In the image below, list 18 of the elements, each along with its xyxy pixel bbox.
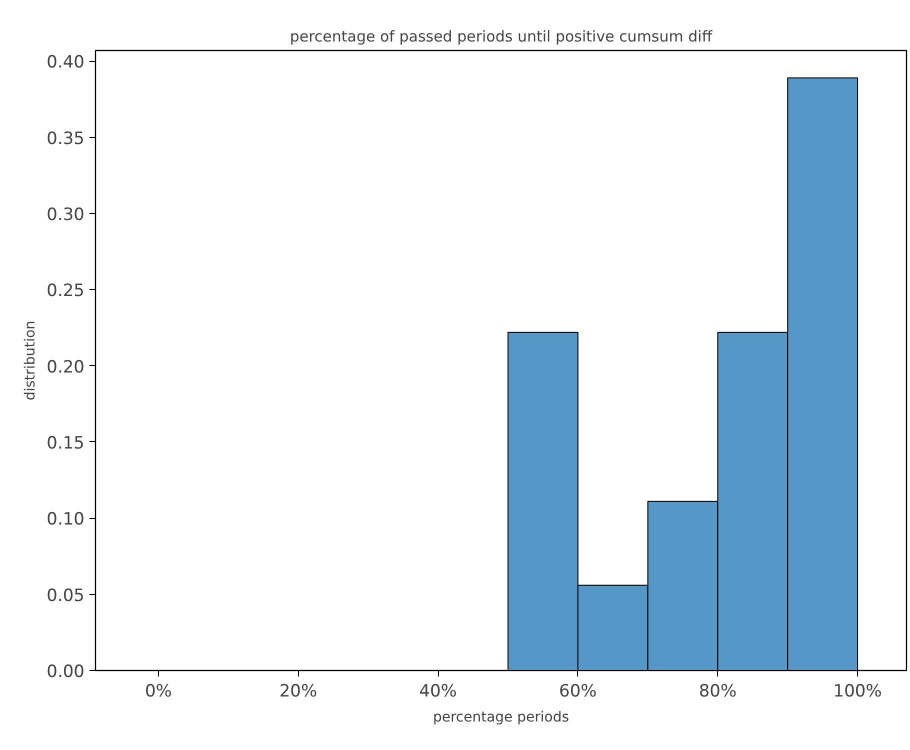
x-tick-label: 0%	[144, 682, 172, 702]
y-tick-label: 0.00	[46, 662, 85, 682]
x-tick-label: 60%	[559, 682, 597, 702]
x-axis-title: percentage periods	[432, 710, 570, 726]
y-axis-title: distribution	[22, 320, 39, 400]
x-tick-label: 20%	[279, 682, 318, 702]
y-tick-label: 0.05	[46, 586, 85, 606]
x-tick-label: 40%	[419, 682, 457, 702]
y-tick-label: 0.20	[46, 357, 85, 378]
x-tick-label: 100%	[833, 682, 882, 702]
y-tick-label: 0.40	[46, 52, 85, 73]
y-tick-label: 0.35	[46, 128, 85, 149]
y-tick-label: 0.30	[46, 205, 85, 225]
y-tick-label: 0.25	[46, 281, 85, 302]
chart-title: percentage of passed periods until positive cumsum diff	[290, 28, 713, 46]
y-tick-label: 0.15	[46, 434, 85, 454]
y-tick-label: 0.10	[46, 510, 85, 530]
x-tick-label: 80%	[698, 682, 737, 702]
